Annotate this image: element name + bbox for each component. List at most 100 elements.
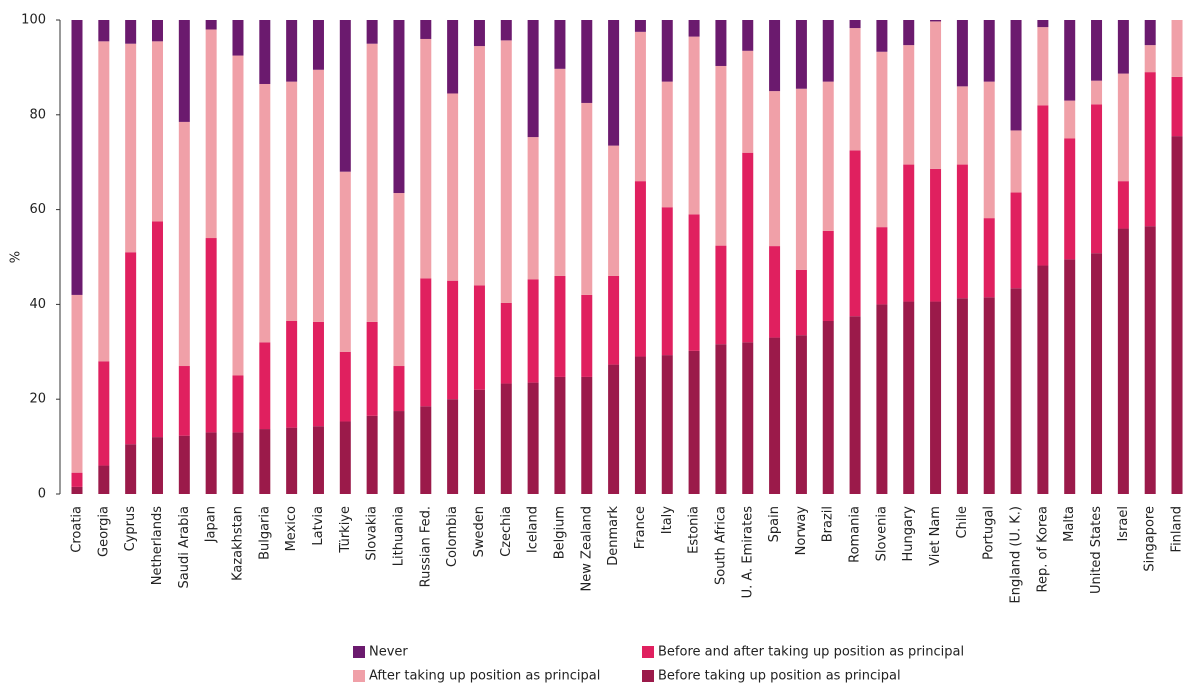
bar-segment xyxy=(930,168,942,302)
bar-segment xyxy=(473,46,485,286)
bar-segment xyxy=(688,36,700,215)
x-tick-label: Mexico xyxy=(284,506,299,551)
bar-segment xyxy=(688,214,700,351)
x-tick-label: Bulgaria xyxy=(257,506,272,560)
bar-segment xyxy=(849,150,861,317)
bar-segment xyxy=(393,411,405,494)
bar-segment xyxy=(420,20,432,39)
x-tick-label: Chile xyxy=(955,506,970,539)
bar-segment xyxy=(393,20,405,194)
bar-segment xyxy=(205,432,217,494)
x-tick-label: Romania xyxy=(848,506,863,563)
legend-label: Never xyxy=(369,645,408,660)
x-tick-label: Rep. of Korea xyxy=(1035,506,1050,592)
bar-segment xyxy=(849,28,861,151)
bar-segment xyxy=(286,320,298,428)
bar-segment xyxy=(339,20,351,172)
bar-segment xyxy=(527,20,539,138)
x-tick-label: U. A. Emirates xyxy=(740,506,755,599)
bar-segment xyxy=(581,102,593,295)
bar-segment xyxy=(151,41,163,222)
bar-segment xyxy=(1010,192,1022,289)
bar-segment xyxy=(1037,105,1049,266)
bar-segment xyxy=(742,50,754,153)
bar-segment xyxy=(1171,136,1183,494)
bar-segment xyxy=(634,356,646,494)
bar-segment xyxy=(500,20,512,41)
bar-segment xyxy=(1117,20,1129,74)
bar-segment xyxy=(312,20,324,70)
bar-segment xyxy=(366,321,378,416)
bar-segment xyxy=(554,376,566,494)
bar-segment xyxy=(1037,27,1049,106)
bar-segment xyxy=(1171,76,1183,137)
bar-segment xyxy=(956,86,968,165)
bar-segment xyxy=(259,429,271,494)
bar-segment xyxy=(903,164,915,302)
bar-segment xyxy=(1144,226,1156,494)
bar-segment xyxy=(742,342,754,494)
bar-segment xyxy=(742,20,754,51)
bar-segment xyxy=(205,29,217,239)
x-tick-label: Latvia xyxy=(311,506,326,546)
bar-segment xyxy=(125,252,137,445)
bar-segment xyxy=(581,294,593,377)
bar-segment xyxy=(232,55,244,376)
bar-segment xyxy=(795,20,807,89)
bar-segment xyxy=(339,351,351,422)
bar-segment xyxy=(1091,253,1103,494)
y-tick-label: 100 xyxy=(21,13,46,28)
x-tick-label: Israel xyxy=(1116,506,1131,542)
legend-swatch xyxy=(353,670,365,682)
bar-segment xyxy=(312,426,324,494)
bar-segment xyxy=(1144,20,1156,46)
bar-segment xyxy=(178,20,190,122)
bar-segment xyxy=(903,20,915,46)
bar-segment xyxy=(849,316,861,494)
bar-segment xyxy=(500,383,512,494)
x-tick-label: Türkiye xyxy=(338,506,353,554)
x-tick-label: Iceland xyxy=(526,506,541,553)
bar-segment xyxy=(715,344,727,494)
bar-segment xyxy=(125,43,137,253)
bar-segment xyxy=(608,364,620,494)
bar-segment xyxy=(259,20,271,84)
bar-segment xyxy=(822,20,834,82)
x-tick-label: New Zealand xyxy=(579,506,594,591)
bar-segment xyxy=(447,93,459,281)
x-tick-label: Finland xyxy=(1170,506,1185,552)
bar-segment xyxy=(769,246,781,338)
x-tick-label: Sweden xyxy=(472,506,487,557)
bar-segment xyxy=(688,20,700,37)
bar-segment xyxy=(1091,20,1103,81)
x-tick-label: Czechia xyxy=(499,506,514,557)
bar-segment xyxy=(1144,72,1156,227)
x-tick-label: Italy xyxy=(660,506,675,535)
bar-segment xyxy=(983,297,995,494)
x-tick-label: Russian Fed. xyxy=(418,506,433,587)
legend-swatch xyxy=(353,646,365,658)
bar-segment xyxy=(554,20,566,69)
bar-segment xyxy=(500,40,512,303)
y-tick-label: 0 xyxy=(38,487,46,502)
bar-segment xyxy=(71,294,83,473)
bar-segment xyxy=(527,382,539,494)
bar-segment xyxy=(312,69,324,322)
bar-segment xyxy=(1064,138,1076,260)
bar-segment xyxy=(634,31,646,182)
x-tick-label: Kazakhstan xyxy=(230,506,245,581)
bar-segment xyxy=(661,81,673,208)
bar-segment xyxy=(795,269,807,336)
bar-segment xyxy=(1010,288,1022,494)
bar-segment xyxy=(286,81,298,321)
bar-segment xyxy=(447,399,459,494)
x-tick-label: South Africa xyxy=(713,506,728,585)
bar-segment xyxy=(608,20,620,146)
legend-swatch xyxy=(642,670,654,682)
bar-segment xyxy=(930,20,942,22)
bar-segment xyxy=(125,20,137,44)
bar-segment xyxy=(849,20,861,29)
bar-segment xyxy=(98,20,110,42)
bar-segment xyxy=(1010,20,1022,131)
